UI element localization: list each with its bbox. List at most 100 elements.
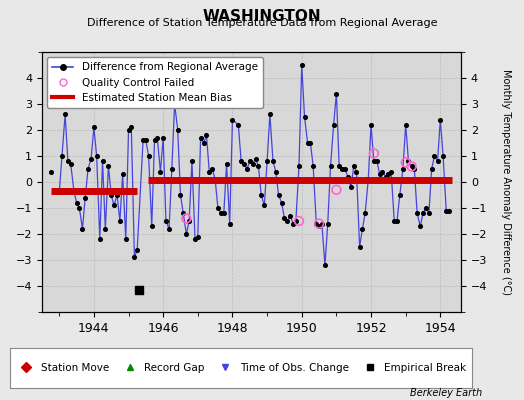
Point: [410, 166, 419, 172]
Point: [326, 163, 335, 170]
Point: [381, 174, 390, 180]
Point: [118, 171, 127, 178]
Point: [148, 223, 156, 229]
Point: [369, 158, 378, 164]
Y-axis label: Monthly Temperature Anomaly Difference (°C): Monthly Temperature Anomaly Difference (…: [501, 69, 511, 295]
Point: [107, 192, 115, 198]
Point: [252, 155, 260, 162]
Point: [90, 124, 98, 130]
Point: [228, 116, 237, 123]
Point: [182, 231, 191, 237]
Point: [214, 205, 222, 211]
Point: [266, 111, 274, 118]
Point: [84, 166, 92, 172]
Point: [220, 210, 228, 216]
Point: [321, 262, 329, 268]
Point: [168, 166, 176, 172]
Point: [99, 158, 107, 164]
Point: [257, 192, 266, 198]
Point: [338, 166, 346, 172]
Point: [104, 163, 113, 170]
Point: [185, 218, 193, 224]
Point: [170, 101, 179, 107]
Point: [122, 236, 130, 242]
Point: [318, 220, 326, 227]
Point: [312, 220, 321, 227]
Point: [78, 226, 86, 232]
Point: [428, 166, 436, 172]
Point: [347, 184, 355, 190]
Point: [407, 163, 416, 170]
Point: [225, 220, 234, 227]
Text: Berkeley Earth: Berkeley Earth: [410, 388, 482, 398]
Point: [292, 218, 300, 224]
Point: [217, 210, 225, 216]
Point: [378, 168, 387, 175]
Point: [387, 168, 395, 175]
Point: [162, 218, 170, 224]
Point: [159, 134, 167, 141]
Point: [433, 158, 442, 164]
Point: [263, 158, 271, 164]
Point: [101, 226, 110, 232]
Point: [269, 158, 277, 164]
Point: [332, 90, 341, 97]
Point: [350, 163, 358, 170]
Point: [70, 186, 78, 193]
Point: [81, 194, 90, 201]
Point: [295, 218, 303, 224]
Point: [243, 166, 251, 172]
Point: [309, 163, 318, 170]
Point: [92, 153, 101, 159]
Point: [127, 124, 136, 130]
Point: [295, 163, 303, 170]
Point: [145, 153, 153, 159]
Point: [364, 176, 373, 182]
Point: [396, 192, 404, 198]
Point: [156, 168, 165, 175]
Point: [248, 160, 257, 167]
Point: [401, 159, 410, 166]
Point: [436, 116, 444, 123]
Point: [200, 140, 208, 146]
Point: [341, 166, 350, 172]
Point: [47, 168, 55, 175]
Point: [124, 127, 133, 133]
Point: [176, 192, 184, 198]
Point: [196, 134, 205, 141]
Point: [72, 200, 81, 206]
Legend: Station Move, Record Gap, Time of Obs. Change, Empirical Break: Station Move, Record Gap, Time of Obs. C…: [12, 359, 471, 377]
Point: [222, 160, 231, 167]
Point: [367, 122, 375, 128]
Point: [323, 220, 332, 227]
Point: [202, 132, 211, 138]
Point: [194, 233, 202, 240]
Point: [95, 236, 104, 242]
Point: [135, 287, 143, 293]
Legend: Difference from Regional Average, Quality Control Failed, Estimated Station Mean: Difference from Regional Average, Qualit…: [47, 57, 263, 108]
Point: [355, 244, 364, 250]
Point: [332, 186, 341, 193]
Point: [211, 176, 220, 182]
Point: [373, 158, 381, 164]
Point: [110, 202, 118, 209]
Point: [315, 220, 323, 227]
Point: [254, 163, 263, 170]
Point: [61, 111, 69, 118]
Point: [361, 210, 369, 216]
Point: [442, 207, 451, 214]
Point: [87, 155, 95, 162]
Point: [234, 122, 243, 128]
Point: [271, 168, 280, 175]
Point: [260, 202, 268, 209]
Point: [188, 158, 196, 164]
Point: [55, 189, 63, 196]
Point: [286, 213, 294, 219]
Point: [191, 236, 199, 242]
Point: [384, 171, 392, 178]
Point: [208, 166, 216, 172]
Point: [179, 210, 188, 216]
Point: [173, 127, 182, 133]
Point: [430, 153, 439, 159]
Point: [64, 158, 72, 164]
